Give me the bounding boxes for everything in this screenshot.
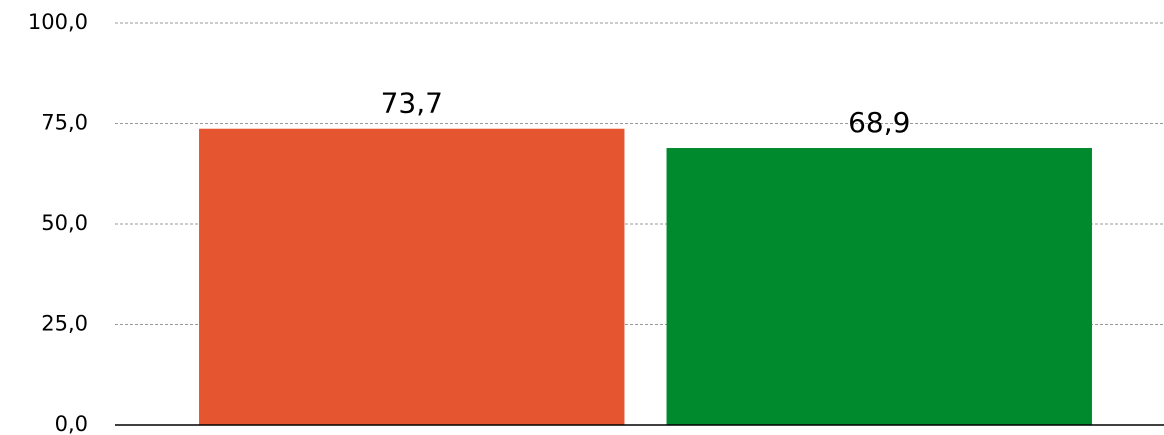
y-tick-label: 50,0 <box>41 211 88 235</box>
y-tick-label: 25,0 <box>41 312 88 336</box>
y-tick-label: 0,0 <box>55 412 88 435</box>
value-label: 68,9 <box>848 106 910 139</box>
bar <box>666 148 1092 425</box>
y-tick-label: 100,0 <box>28 10 88 34</box>
bar <box>199 128 625 425</box>
y-tick-label: 75,0 <box>41 111 88 135</box>
value-label: 73,7 <box>381 87 443 120</box>
